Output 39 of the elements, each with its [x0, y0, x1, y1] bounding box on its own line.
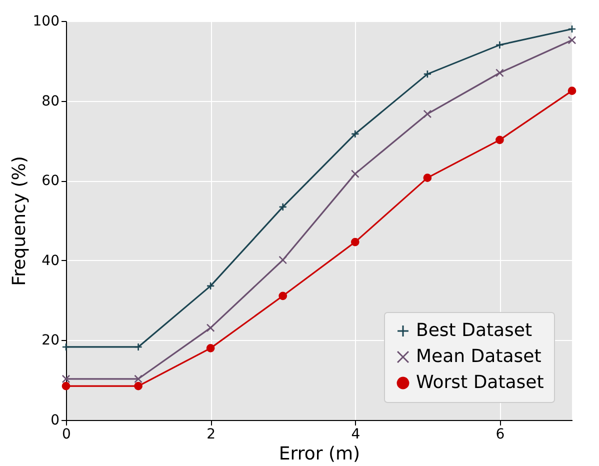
- point: [496, 40, 504, 50]
- point: [62, 374, 70, 384]
- legend-label: Best Dataset: [416, 320, 532, 341]
- y-tick-label: 20: [42, 332, 60, 349]
- point: [423, 110, 432, 118]
- x-tick-label: 2: [206, 426, 216, 442]
- point: [350, 170, 360, 178]
- legend-label: Worst Dataset: [416, 372, 544, 393]
- point: [62, 342, 70, 352]
- point: [134, 374, 142, 384]
- point: [350, 130, 360, 138]
- y-axis-title: Frequency (%): [8, 156, 30, 286]
- point: [568, 86, 576, 96]
- point: [134, 342, 142, 352]
- point: [62, 382, 70, 390]
- y-tick-label: 80: [42, 93, 60, 110]
- point: [496, 136, 504, 144]
- y-tick-label: 40: [42, 252, 60, 269]
- point: [568, 36, 576, 44]
- legend-label: Mean Dataset: [416, 346, 542, 367]
- point: [134, 382, 142, 390]
- point: [496, 68, 504, 78]
- x-tick-label: 0: [62, 426, 71, 442]
- point: [206, 282, 215, 290]
- x-tick-label: 6: [496, 426, 505, 442]
- point: [350, 238, 360, 246]
- y-tick-label: 60: [42, 173, 60, 190]
- point: [206, 344, 215, 352]
- point: [278, 292, 288, 300]
- point: [568, 24, 576, 34]
- x-tick-label: 4: [351, 426, 360, 442]
- point: [278, 202, 288, 212]
- y-tick-label: 0: [50, 412, 60, 428]
- x-axis-title: Error (m): [278, 444, 360, 464]
- point: [423, 174, 432, 182]
- point: [423, 70, 432, 78]
- point: [206, 324, 215, 332]
- y-tick-label: 100: [32, 14, 60, 30]
- point: [278, 256, 288, 264]
